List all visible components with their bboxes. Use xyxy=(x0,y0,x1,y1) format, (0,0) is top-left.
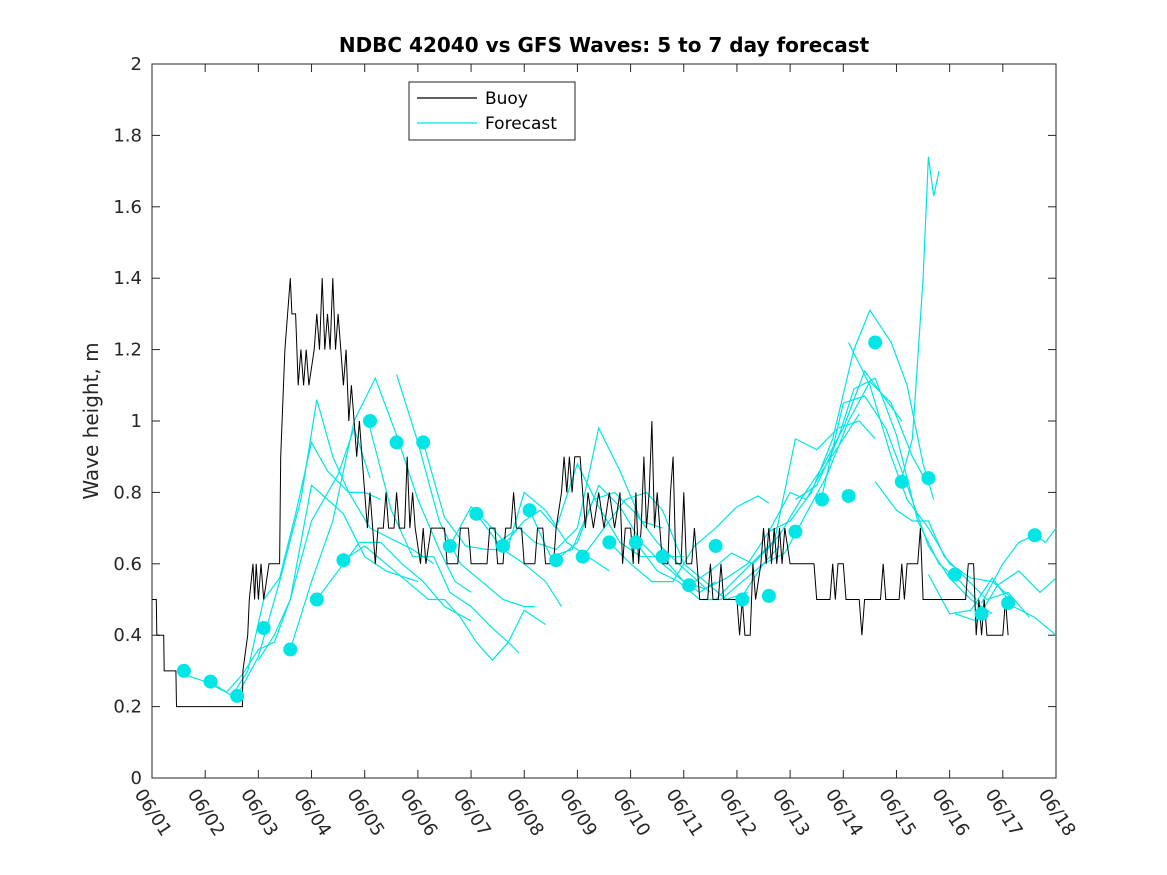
forecast-marker xyxy=(921,471,936,486)
forecast-marker xyxy=(655,549,670,564)
forecast-marker xyxy=(894,474,909,489)
forecast-line xyxy=(183,426,371,694)
forecast-marker xyxy=(256,621,271,636)
forecast-marker xyxy=(708,538,723,553)
y-tick-label: 0.6 xyxy=(113,554,142,575)
y-tick-label: 0.2 xyxy=(113,697,142,718)
forecast-marker xyxy=(416,435,431,450)
forecast-line xyxy=(901,156,940,479)
forecast-line xyxy=(954,570,1057,622)
forecast-marker xyxy=(363,414,378,428)
forecast-marker xyxy=(176,663,191,678)
buoy-line xyxy=(152,278,1009,708)
forecast-line xyxy=(343,545,520,662)
forecast-marker xyxy=(336,553,351,568)
y-tick-label: 1.4 xyxy=(113,268,142,289)
forecast-marker xyxy=(602,535,617,550)
forecast-marker xyxy=(203,674,218,689)
forecast-marker xyxy=(575,549,590,564)
forecast-line xyxy=(396,374,535,608)
legend-label: Forecast xyxy=(485,114,557,134)
forecast-line xyxy=(848,342,1014,600)
forecast-marker xyxy=(495,538,510,553)
forecast-marker xyxy=(522,503,537,518)
forecast-marker xyxy=(761,588,776,603)
forecast-line xyxy=(529,491,711,593)
forecast-line xyxy=(475,426,663,551)
forecast-line xyxy=(741,380,929,597)
forecast-line xyxy=(289,376,472,650)
forecast-marker xyxy=(735,592,750,607)
forecast-line xyxy=(608,495,770,583)
forecast-marker xyxy=(469,506,484,521)
forecast-marker xyxy=(628,535,643,550)
legend-label: Buoy xyxy=(485,89,528,109)
y-tick-label: 1 xyxy=(131,411,142,432)
y-tick-label: 1.2 xyxy=(113,340,142,361)
forecast-marker xyxy=(788,524,803,539)
forecast-line xyxy=(236,399,435,697)
forecast-line xyxy=(369,427,546,644)
forecast-marker xyxy=(1027,528,1042,543)
forecast-marker xyxy=(868,335,883,350)
forecast-marker xyxy=(974,606,989,621)
forecast-line xyxy=(422,442,563,607)
forecast-line xyxy=(874,481,1030,618)
forecast-marker xyxy=(230,688,245,703)
y-axis-label: Wave height, m xyxy=(79,342,103,499)
forecast-marker xyxy=(682,578,697,593)
forecast-line xyxy=(927,574,1057,636)
forecast-marker xyxy=(442,538,457,553)
forecast-marker xyxy=(549,553,564,568)
forecast-marker xyxy=(1001,596,1016,611)
legend-box xyxy=(408,81,576,141)
y-tick-label: 0 xyxy=(131,768,142,789)
forecast-marker xyxy=(841,488,856,503)
y-tick-label: 0.4 xyxy=(113,625,142,646)
forecast-marker xyxy=(309,592,324,607)
y-tick-label: 2 xyxy=(131,54,142,75)
y-tick-label: 1.6 xyxy=(113,197,142,218)
forecast-marker xyxy=(815,492,830,507)
legend: Buoy Forecast xyxy=(408,81,576,141)
forecast-line xyxy=(715,369,903,600)
axes-box xyxy=(151,63,1057,779)
y-tick-label: 1.8 xyxy=(113,125,142,146)
y-tick-label: 0.8 xyxy=(113,482,142,503)
forecast-line xyxy=(688,420,876,586)
forecast-marker xyxy=(283,642,298,657)
chart-title: NDBC 42040 vs GFS Waves: 5 to 7 day fore… xyxy=(339,33,870,57)
forecast-marker xyxy=(947,567,962,582)
forecast-line xyxy=(981,527,1057,604)
forecast-line xyxy=(768,309,935,533)
forecast-marker xyxy=(389,435,404,450)
